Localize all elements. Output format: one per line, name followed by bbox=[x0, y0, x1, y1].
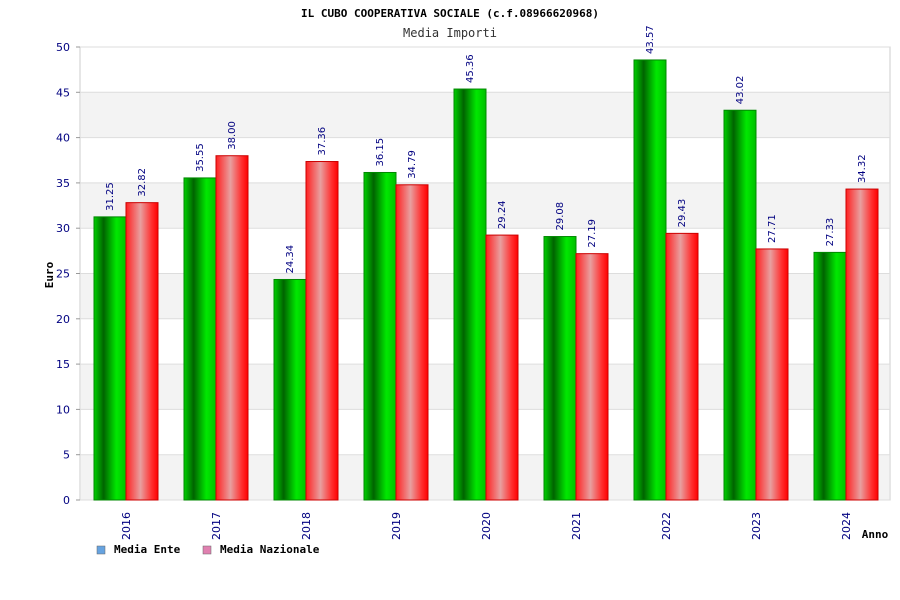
x-tick-label: 2019 bbox=[390, 512, 403, 540]
bar-media-ente-2021 bbox=[543, 236, 577, 501]
y-axis-ticks: 0 5 10 15 20 25 30 35 40 45 50 bbox=[56, 41, 70, 507]
data-label: 34.32 bbox=[857, 154, 868, 183]
x-tick-label: 2016 bbox=[120, 512, 133, 540]
bar-media-ente-2018 bbox=[273, 278, 307, 501]
y-tick-label: 40 bbox=[56, 132, 70, 145]
y-axis-title: Euro bbox=[43, 261, 56, 288]
y-tick-label: 0 bbox=[63, 494, 70, 507]
bar-media-ente-2019 bbox=[363, 171, 397, 501]
data-label: 27.33 bbox=[825, 218, 836, 247]
legend-label: Media Nazionale bbox=[220, 543, 320, 556]
x-tick-label: 2018 bbox=[300, 512, 313, 540]
x-tick-label: 2023 bbox=[750, 512, 763, 540]
bar-media-nazionale-2019 bbox=[395, 184, 429, 501]
data-label: 31.25 bbox=[105, 182, 116, 211]
y-tick-label: 50 bbox=[56, 41, 70, 54]
bar-media-nazionale-2018 bbox=[305, 161, 339, 501]
bar-media-ente-2022 bbox=[633, 59, 667, 501]
bar-media-nazionale-2020 bbox=[485, 234, 519, 501]
data-label: 43.57 bbox=[645, 25, 656, 54]
bar-media-ente-2020 bbox=[453, 88, 487, 501]
bar-media-ente-2024 bbox=[813, 251, 847, 501]
bar-media-nazionale-2017 bbox=[215, 155, 249, 501]
bar-media-nazionale-2021 bbox=[575, 253, 609, 501]
x-tick-label: 2017 bbox=[210, 512, 223, 540]
chart-title: IL CUBO COOPERATIVA SOCIALE (c.f.0896662… bbox=[301, 7, 599, 20]
x-tick-label: 2020 bbox=[480, 512, 493, 540]
legend-swatch bbox=[202, 545, 212, 555]
data-label: 29.43 bbox=[677, 199, 688, 228]
data-labels: 31.25 32.82 35.55 38.00 24.34 37.36 36.15 34.79… bbox=[105, 25, 868, 273]
y-tick-label: 25 bbox=[56, 268, 70, 281]
data-label: 27.19 bbox=[587, 219, 598, 248]
bar-media-nazionale-2022 bbox=[665, 232, 699, 501]
x-axis-title: Anno bbox=[862, 528, 889, 541]
y-tick-label: 35 bbox=[56, 177, 70, 190]
legend: Media Ente Media Nazionale bbox=[96, 543, 320, 556]
x-tick-label: 2022 bbox=[660, 512, 673, 540]
y-tick-label: 5 bbox=[63, 449, 70, 462]
x-tick-label: 2021 bbox=[570, 512, 583, 540]
bar-media-nazionale-2024 bbox=[845, 188, 879, 501]
data-label: 36.15 bbox=[375, 138, 386, 167]
data-label: 27.71 bbox=[767, 214, 778, 243]
x-tick-label: 2024 bbox=[840, 512, 853, 540]
data-label: 45.36 bbox=[465, 54, 476, 83]
bar-media-nazionale-2023 bbox=[755, 248, 789, 501]
data-label: 38.00 bbox=[227, 121, 238, 150]
data-label: 43.02 bbox=[735, 76, 746, 105]
bar-media-ente-2023 bbox=[723, 109, 757, 501]
data-label: 37.36 bbox=[317, 127, 328, 156]
data-label: 29.08 bbox=[555, 202, 566, 231]
y-tick-label: 45 bbox=[56, 86, 70, 99]
data-label: 34.79 bbox=[407, 150, 418, 179]
data-label: 29.24 bbox=[497, 200, 508, 229]
data-label: 24.34 bbox=[285, 245, 296, 274]
legend-label: Media Ente bbox=[114, 543, 181, 556]
y-tick-label: 30 bbox=[56, 222, 70, 235]
y-tick-label: 15 bbox=[56, 358, 70, 371]
legend-swatch bbox=[96, 545, 106, 555]
data-label: 35.55 bbox=[195, 143, 206, 172]
x-axis-ticks: 2016 2017 2018 2019 2020 2021 2022 2023 2024 bbox=[120, 512, 853, 540]
bars bbox=[93, 59, 879, 501]
y-tick-label: 20 bbox=[56, 313, 70, 326]
bar-media-ente-2017 bbox=[183, 177, 217, 501]
data-label: 32.82 bbox=[137, 168, 148, 197]
bar-media-ente-2016 bbox=[93, 216, 127, 501]
bar-media-nazionale-2016 bbox=[125, 202, 159, 501]
y-tick-label: 10 bbox=[56, 403, 70, 416]
chart-subtitle: Media Importi bbox=[403, 26, 497, 40]
